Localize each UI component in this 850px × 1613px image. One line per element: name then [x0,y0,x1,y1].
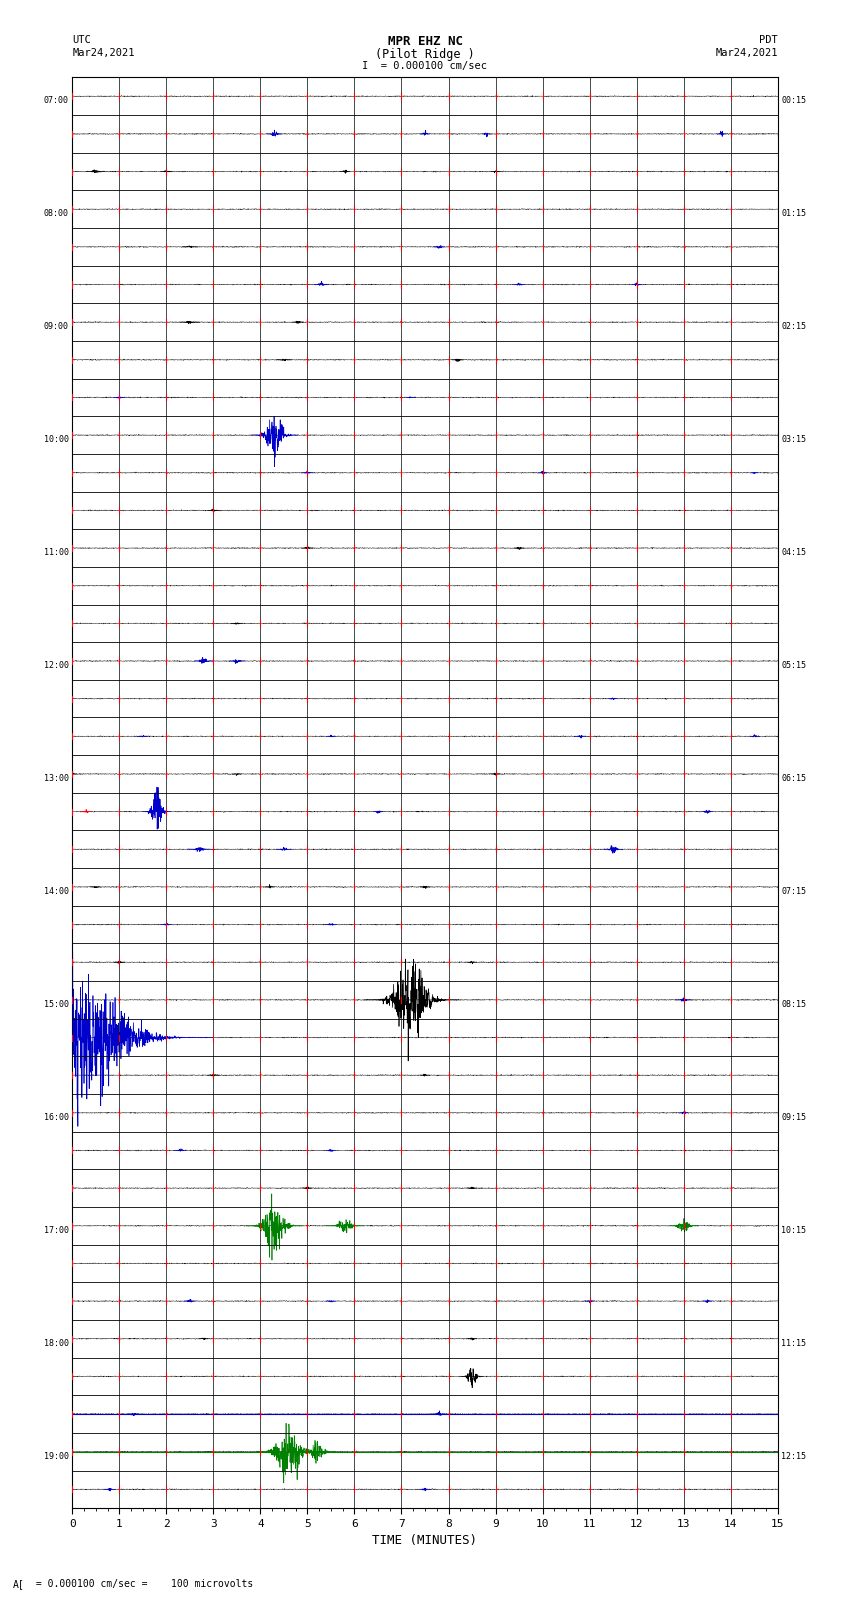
Text: 15:00: 15:00 [44,1000,69,1008]
Text: 19:00: 19:00 [44,1452,69,1461]
Text: MPR EHZ NC: MPR EHZ NC [388,35,462,48]
Text: 03:15: 03:15 [781,436,806,444]
Text: 13:00: 13:00 [44,774,69,782]
Text: PDT: PDT [759,35,778,45]
Text: 12:00: 12:00 [44,661,69,669]
Text: 17:00: 17:00 [44,1226,69,1236]
Text: 07:15: 07:15 [781,887,806,895]
Text: 09:15: 09:15 [781,1113,806,1121]
Text: 04:15: 04:15 [781,548,806,556]
Text: UTC: UTC [72,35,91,45]
Text: 11:00: 11:00 [44,548,69,556]
Text: 11:15: 11:15 [781,1339,806,1348]
X-axis label: TIME (MINUTES): TIME (MINUTES) [372,1534,478,1547]
Text: A[: A[ [13,1579,25,1589]
Text: = 0.000100 cm/sec =    100 microvolts: = 0.000100 cm/sec = 100 microvolts [30,1579,253,1589]
Text: 10:00: 10:00 [44,436,69,444]
Text: 00:15: 00:15 [781,97,806,105]
Text: 12:15: 12:15 [781,1452,806,1461]
Text: 05:15: 05:15 [781,661,806,669]
Text: 06:15: 06:15 [781,774,806,782]
Text: 16:00: 16:00 [44,1113,69,1121]
Text: 02:15: 02:15 [781,323,806,331]
Text: 10:15: 10:15 [781,1226,806,1236]
Text: Mar24,2021: Mar24,2021 [72,48,135,58]
Text: 14:00: 14:00 [44,887,69,895]
Text: 08:00: 08:00 [44,210,69,218]
Text: Mar24,2021: Mar24,2021 [715,48,778,58]
Text: 07:00: 07:00 [44,97,69,105]
Text: 18:00: 18:00 [44,1339,69,1348]
Text: 01:15: 01:15 [781,210,806,218]
Text: (Pilot Ridge ): (Pilot Ridge ) [375,48,475,61]
Text: 09:00: 09:00 [44,323,69,331]
Text: I  = 0.000100 cm/sec: I = 0.000100 cm/sec [362,61,488,71]
Text: 08:15: 08:15 [781,1000,806,1008]
